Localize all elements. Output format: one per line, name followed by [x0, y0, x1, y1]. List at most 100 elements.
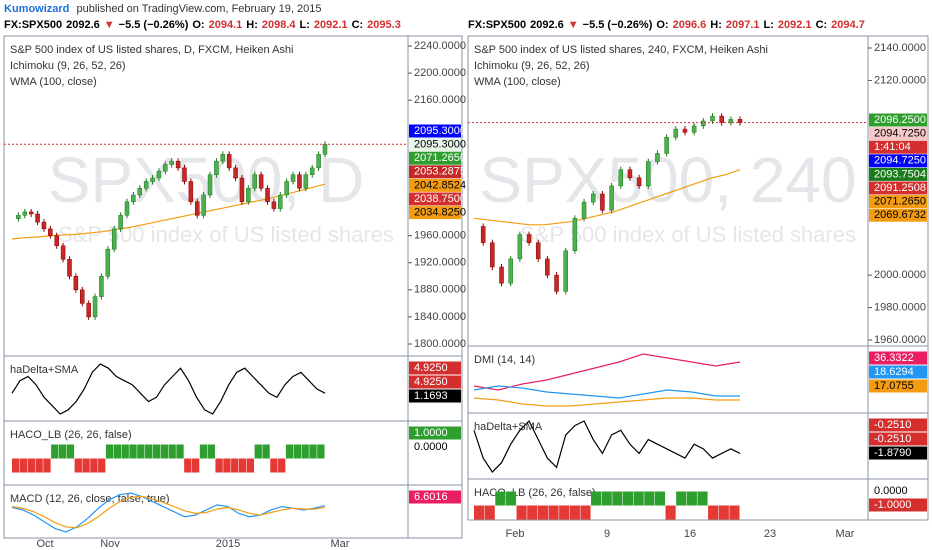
signal-bar: [686, 491, 697, 506]
quote-part: L:: [300, 19, 310, 31]
candle-body: [480, 226, 486, 243]
candle-body: [220, 154, 226, 162]
price-tag-label: 2095.3000: [414, 139, 466, 151]
watermark-subtitle: S&P 500 index of US listed shares: [520, 222, 856, 247]
candle-body: [137, 187, 143, 196]
candle-body: [719, 115, 724, 123]
quote-part: O:: [192, 19, 204, 31]
signal-bar: [601, 491, 612, 506]
candle-body: [80, 289, 85, 304]
price-tag: [869, 154, 927, 168]
price-tick-label: 1980.0000: [874, 301, 926, 313]
indicator-line: [11, 495, 326, 529]
study-legend: S&P 500 index of US listed shares, 240, …: [474, 44, 768, 56]
indicator-line: [11, 492, 326, 533]
signal-bar: [580, 505, 591, 520]
signal-bar: [548, 505, 559, 520]
signal-bar: [12, 458, 20, 473]
price-tick-label: 2000.0000: [874, 269, 926, 281]
quote-part: 2094.1: [209, 19, 243, 31]
candle-body: [22, 211, 28, 216]
price-tag: [869, 195, 927, 209]
candle-body: [297, 174, 302, 189]
signal-bar: [191, 458, 200, 473]
candle-body: [150, 177, 155, 182]
author[interactable]: Kumowizard: [4, 3, 69, 15]
candle-body: [28, 211, 34, 215]
value-tag-label: 0.0000: [874, 485, 908, 497]
value-tag-label: 6.6016: [414, 491, 448, 503]
value-tag-label: -0.2510: [874, 419, 911, 431]
price-tag: [409, 124, 461, 138]
candle-body: [490, 242, 495, 268]
value-tag: [409, 361, 461, 375]
price-tag: [409, 192, 461, 206]
candle-body: [271, 201, 277, 209]
price-tick-label: 1960.0000: [874, 334, 926, 346]
panel-frame: [3, 35, 463, 539]
quote-part: ▼: [568, 19, 579, 31]
signal-bar: [113, 444, 122, 459]
price-tag-label: 2095.3000: [414, 125, 466, 137]
value-tag-label: 4.9250: [414, 362, 448, 374]
signal-bar: [152, 444, 161, 459]
candle-body: [124, 201, 130, 216]
signal-bar: [665, 505, 676, 520]
quote-part: 2092.1: [314, 19, 348, 31]
signal-bar: [569, 505, 580, 520]
signal-bar: [559, 505, 570, 520]
signal-bar: [317, 444, 325, 459]
signal-bar: [207, 444, 215, 459]
candle-body: [252, 174, 257, 189]
candle-body: [16, 215, 21, 219]
signal-bar: [484, 505, 495, 520]
price-tag-label: 1:41:04: [874, 141, 911, 153]
signal-bar: [176, 444, 184, 459]
quote-part: 2095.3: [367, 19, 401, 31]
candle-body: [572, 218, 578, 252]
watermark: SPX500, D: [48, 144, 365, 216]
signal-bar: [231, 458, 239, 473]
candle-body: [554, 274, 559, 292]
signal-bar: [654, 491, 666, 506]
candle-body: [169, 160, 174, 165]
study-legend: S&P 500 index of US listed shares, D, FX…: [10, 44, 293, 56]
signal-bar: [718, 505, 729, 520]
signal-bar: [262, 444, 270, 459]
time-label: 2015: [216, 538, 240, 550]
price-tick-label: 2200.0000: [414, 67, 466, 79]
candle-body: [636, 177, 642, 187]
candle-body: [284, 181, 289, 196]
quote-part: ▼: [104, 19, 115, 31]
signal-bar: [474, 505, 485, 520]
candle-body: [258, 174, 264, 189]
candle-body: [131, 194, 136, 203]
value-tag-label: 1.1693: [414, 390, 448, 402]
candle-body: [563, 250, 568, 292]
candle-body: [618, 169, 624, 187]
price-tag-label: 2069.6732: [874, 209, 926, 221]
signal-bar: [495, 491, 506, 506]
signal-bar: [160, 444, 168, 459]
study-legend: Ichimoku (9, 26, 52, 26): [474, 60, 590, 72]
candle-body: [499, 266, 504, 284]
signal-bar: [19, 458, 28, 473]
signal-bar: [82, 458, 90, 473]
price-tick-label: 1960.0000: [414, 230, 466, 242]
value-tag: [869, 418, 927, 432]
signal-bar: [66, 444, 75, 459]
pane-title: haDelta+SMA: [10, 364, 79, 376]
signal-bar: [293, 444, 302, 459]
quote-part: −5.5 (−0.26%): [119, 19, 189, 31]
price-tag-label: 2096.2500: [874, 114, 926, 126]
pane-title: HACO_LB (26, 26, false): [10, 429, 132, 441]
candle-body: [239, 177, 245, 203]
price-tag-label: 2053.2875: [414, 166, 466, 178]
indicator-line: [473, 385, 740, 399]
candle-body: [48, 228, 53, 236]
price-tag: [409, 178, 461, 192]
candle-body: [175, 160, 181, 169]
signal-bar: [301, 444, 309, 459]
price-tag: [869, 140, 927, 154]
candle-body: [99, 276, 104, 297]
